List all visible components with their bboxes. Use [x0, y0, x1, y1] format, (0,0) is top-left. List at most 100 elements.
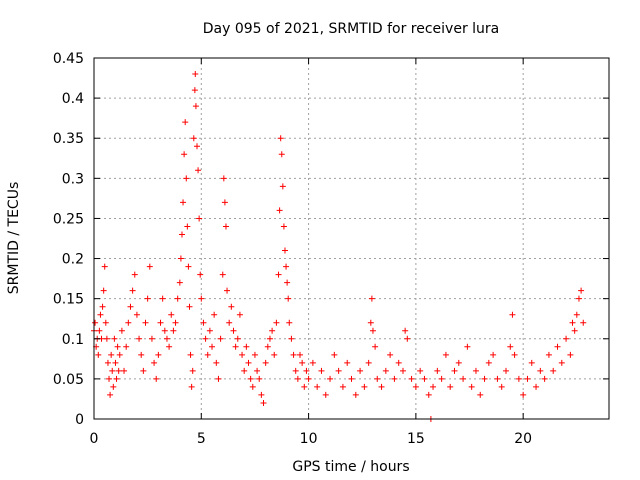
data-point	[146, 263, 153, 270]
data-point	[421, 375, 428, 382]
data-point	[239, 351, 246, 358]
data-point	[266, 335, 273, 342]
data-point	[262, 359, 269, 366]
data-point	[197, 271, 204, 278]
data-point	[221, 199, 228, 206]
data-point	[498, 383, 505, 390]
data-point	[198, 295, 205, 302]
data-point	[515, 375, 522, 382]
data-point	[434, 367, 441, 374]
x-tick-label: 0	[90, 431, 99, 447]
data-point	[357, 367, 364, 374]
data-point	[580, 319, 587, 326]
data-point	[344, 359, 351, 366]
data-point	[195, 167, 202, 174]
data-point	[301, 383, 308, 390]
data-point	[234, 335, 241, 342]
data-point	[569, 319, 576, 326]
x-tick-label: 5	[197, 431, 206, 447]
data-points	[91, 71, 587, 422]
x-axis-label: GPS time / hours	[292, 459, 409, 475]
data-point	[142, 319, 149, 326]
data-point	[192, 71, 199, 78]
data-point	[106, 375, 113, 382]
data-point	[299, 359, 306, 366]
data-point	[219, 271, 226, 278]
data-point	[258, 391, 265, 398]
data-point	[378, 383, 385, 390]
data-point	[131, 271, 138, 278]
data-point	[189, 367, 196, 374]
y-tick-label: 0.2	[62, 252, 84, 268]
y-tick-label: 0.35	[53, 131, 84, 147]
data-point	[286, 319, 293, 326]
y-tick-label: 0.25	[53, 211, 84, 227]
data-point	[243, 343, 250, 350]
data-point	[273, 319, 280, 326]
data-point	[447, 383, 454, 390]
data-point	[211, 311, 218, 318]
data-point	[550, 367, 557, 374]
data-point	[112, 359, 119, 366]
data-point	[163, 335, 170, 342]
data-point	[230, 327, 237, 334]
data-point	[254, 367, 261, 374]
data-point	[442, 351, 449, 358]
data-point	[281, 247, 288, 254]
data-point	[464, 343, 471, 350]
data-point	[170, 327, 177, 334]
data-point	[285, 295, 292, 302]
data-point	[558, 359, 565, 366]
y-tick-label: 0.05	[53, 372, 84, 388]
data-point	[184, 223, 191, 230]
data-point	[251, 351, 258, 358]
data-point	[118, 327, 125, 334]
data-point	[140, 367, 147, 374]
data-point	[303, 367, 310, 374]
data-point	[129, 287, 136, 294]
data-point	[121, 367, 128, 374]
data-point	[339, 383, 346, 390]
data-point	[425, 391, 432, 398]
data-point	[571, 327, 578, 334]
data-point	[260, 399, 267, 406]
data-point	[275, 271, 282, 278]
data-point	[331, 351, 338, 358]
data-point	[110, 383, 117, 390]
x-tick-label: 10	[300, 431, 318, 447]
data-point	[578, 287, 585, 294]
data-point	[485, 359, 492, 366]
data-point	[468, 383, 475, 390]
data-point	[567, 351, 574, 358]
data-point	[115, 367, 122, 374]
data-point	[280, 223, 287, 230]
chart-title: Day 095 of 2021, SRMTID for receiver lur…	[203, 21, 500, 37]
data-point	[196, 215, 203, 222]
data-point	[322, 391, 329, 398]
y-tick-label: 0.1	[62, 332, 84, 348]
data-point	[247, 375, 254, 382]
data-point	[400, 367, 406, 374]
data-point	[264, 343, 271, 350]
data-point	[125, 319, 132, 326]
data-point	[159, 295, 166, 302]
data-point	[327, 375, 334, 382]
data-point	[367, 319, 374, 326]
data-point	[245, 359, 252, 366]
data-point	[472, 367, 479, 374]
data-point	[524, 375, 531, 382]
data-point	[278, 151, 285, 158]
data-point	[177, 255, 184, 262]
data-point	[209, 343, 216, 350]
data-point	[176, 279, 183, 286]
data-point	[111, 335, 118, 342]
data-point	[92, 319, 99, 326]
data-point	[503, 367, 509, 374]
data-point	[187, 351, 194, 358]
data-point	[335, 367, 342, 374]
data-point	[190, 135, 197, 142]
data-point	[101, 263, 108, 270]
data-point	[455, 359, 462, 366]
data-point	[100, 287, 107, 294]
data-point	[269, 327, 276, 334]
